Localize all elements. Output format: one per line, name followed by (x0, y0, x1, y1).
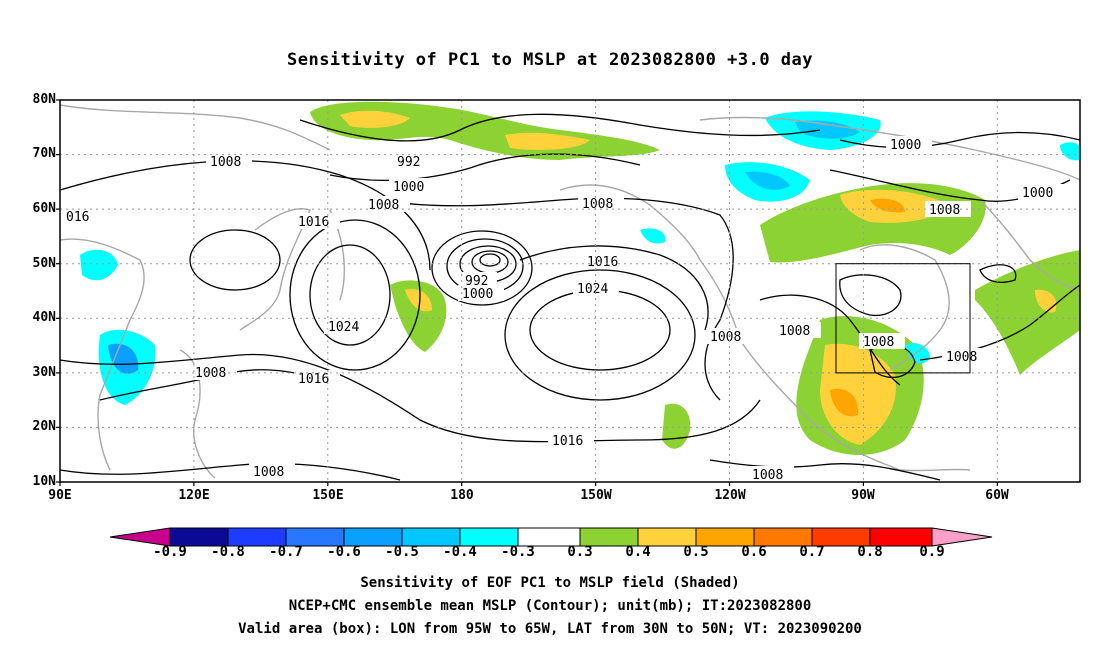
colorbar-cell (344, 528, 402, 546)
contour-label: 1000 (393, 180, 424, 195)
lat-label: 20N (32, 419, 56, 434)
colorbar-cell (812, 528, 870, 546)
contour-label: 1008 (710, 330, 741, 345)
contour-label: 1008 (253, 465, 284, 480)
caption-contour: NCEP+CMC ensemble mean MSLP (Contour); u… (288, 598, 812, 614)
lat-label: 50N (32, 256, 56, 271)
contour-line (431, 230, 533, 306)
colorbar-label: -0.9 (153, 544, 187, 560)
negative-sensitivity-shading (80, 111, 1080, 405)
contour-label: 1008 (779, 324, 810, 339)
contour-line (759, 294, 901, 386)
contour-line (979, 264, 1017, 283)
map-frame (59, 99, 1081, 483)
colorbar-cell (170, 528, 228, 546)
lon-label: 90W (851, 488, 875, 503)
caption-valid-area: Valid area (box): LON from 95W to 65W, L… (238, 621, 862, 637)
contour-label: 1008 (929, 203, 960, 218)
contour-line (299, 113, 821, 142)
contour-line (59, 160, 431, 271)
contour-line (519, 245, 709, 331)
colorbar-cell (286, 528, 344, 546)
colorbar-label: -0.7 (269, 544, 303, 560)
contour-label: 1000 (890, 138, 921, 153)
contour-line (189, 229, 281, 291)
lon-label: 90E (48, 488, 72, 503)
contour-label: 1000 (1022, 186, 1053, 201)
coastlines (59, 104, 1081, 479)
lon-label: 180 (450, 488, 474, 503)
contour-label: 1008 (368, 198, 399, 213)
contour-line (59, 353, 761, 443)
contour-line (329, 153, 641, 181)
contour-line (309, 244, 391, 346)
contour-line (479, 253, 501, 267)
colorbar-label: 0.6 (741, 544, 767, 560)
colorbar-cell (696, 528, 754, 546)
colorbar-label: 0.5 (683, 544, 709, 560)
colorbar-label: 0.4 (625, 544, 651, 560)
colorbar-cell (460, 528, 518, 546)
contour-label: 1024 (577, 282, 608, 297)
colorbar-cell (932, 528, 992, 546)
colorbar-label: 0.7 (799, 544, 825, 560)
colorbar-cell (580, 528, 638, 546)
lat-label: 60N (32, 201, 56, 216)
contour-label: 992 (397, 155, 420, 170)
colorbar-label: 0.9 (919, 544, 945, 560)
lat-label: 30N (32, 365, 56, 380)
contour-line (504, 269, 696, 401)
colorbar-label: -0.5 (385, 544, 419, 560)
contour-label: 1008 (582, 197, 613, 212)
contour-label: 016 (66, 210, 89, 225)
lon-label: 120E (178, 488, 210, 503)
contour-label: 1016 (298, 372, 329, 387)
colorbar-cell (754, 528, 812, 546)
contour-line (709, 459, 941, 481)
contour-label: 1008 (863, 335, 894, 350)
lon-label: 120W (714, 488, 746, 503)
lon-label: 150E (312, 488, 344, 503)
lat-label: 40N (32, 310, 56, 325)
colorbar-cell (228, 528, 286, 546)
colorbar-cell (402, 528, 460, 546)
caption-shading: Sensitivity of EOF PC1 to MSLP field (Sh… (360, 575, 740, 591)
colorbar-cell (110, 528, 170, 546)
lat-label: 70N (32, 146, 56, 161)
colorbar-label: 0.3 (567, 544, 593, 560)
contour-label: 1024 (328, 320, 359, 335)
positive-sensitivity-shading (310, 101, 1080, 455)
colorbar-label: -0.3 (501, 544, 535, 560)
contour-label: 1008 (752, 468, 783, 483)
contour-line (289, 219, 421, 371)
contour-label: 1008 (210, 155, 241, 170)
colorbar-cell (870, 528, 932, 546)
lon-label: 60W (985, 488, 1009, 503)
contour-line (839, 274, 902, 317)
contour-label: 1008 (195, 366, 226, 381)
colorbar-label: -0.8 (211, 544, 245, 560)
gridlines (60, 100, 1080, 482)
lon-label: 150W (580, 488, 612, 503)
colorbar-label: -0.6 (327, 544, 361, 560)
contour-label: 1000 (462, 287, 493, 302)
colorbar-cell (638, 528, 696, 546)
contour-label: 1008 (946, 350, 977, 365)
contour-line (59, 463, 401, 481)
lat-label: 10N (32, 474, 56, 489)
contour-line (839, 131, 1081, 149)
contour-label: 1016 (587, 255, 618, 270)
contour-label: 1016 (552, 434, 583, 449)
contour-line (529, 289, 671, 371)
valid-area-box (835, 263, 971, 374)
colorbar-label: -0.4 (443, 544, 477, 560)
lat-label: 80N (32, 92, 56, 107)
map-title: Sensitivity of PC1 to MSLP at 2023082800… (286, 50, 813, 70)
axis-ticks (56, 99, 998, 486)
colorbar (109, 527, 993, 547)
contour-label: 1016 (298, 215, 329, 230)
colorbar-label: 0.8 (857, 544, 883, 560)
colorbar-cell (518, 528, 580, 546)
